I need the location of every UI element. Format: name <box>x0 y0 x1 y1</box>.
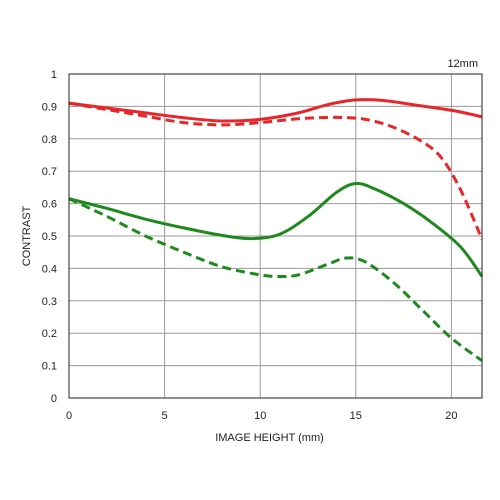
x-tick-labels: 0 5 10 15 20 <box>66 410 458 422</box>
red-dashed-series-line <box>68 101 484 240</box>
y-axis-title: CONTRAST <box>21 205 33 266</box>
x-axis-title: IMAGE HEIGHT (mm) <box>215 432 324 444</box>
green-solid-series-line <box>68 181 484 278</box>
series-lines <box>68 98 484 362</box>
y-tick-label: 0.3 <box>42 296 57 308</box>
plot-frame <box>68 73 483 399</box>
x-tick-label: 10 <box>254 410 266 422</box>
red-solid-series-line <box>68 98 483 123</box>
y-tick-label: 0.1 <box>42 361 57 373</box>
x-tick-label: 20 <box>445 410 457 422</box>
y-tick-label: 0.9 <box>42 101 57 113</box>
y-tick-labels: 0 0.1 0.2 0.3 0.4 0.5 0.6 0.7 0.8 0.9 1 <box>42 69 57 405</box>
x-tick-label: 0 <box>66 410 72 422</box>
x-tick-label: 15 <box>350 410 362 422</box>
y-tick-label: 0.7 <box>42 166 57 178</box>
y-tick-label: 0 <box>51 393 57 405</box>
y-tick-label: 0.4 <box>42 263 57 275</box>
y-tick-label: 1 <box>51 69 57 81</box>
x-tick-label: 5 <box>162 410 168 422</box>
y-tick-label: 0.5 <box>42 231 57 243</box>
y-tick-label: 0.6 <box>42 199 57 211</box>
y-tick-label: 0.2 <box>42 328 57 340</box>
focal-length-label: 12mm <box>447 58 478 70</box>
y-tick-label: 0.8 <box>42 134 57 146</box>
green-dashed-series-line <box>68 197 483 362</box>
